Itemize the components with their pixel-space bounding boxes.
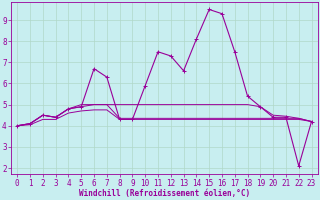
X-axis label: Windchill (Refroidissement éolien,°C): Windchill (Refroidissement éolien,°C) [79, 189, 250, 198]
